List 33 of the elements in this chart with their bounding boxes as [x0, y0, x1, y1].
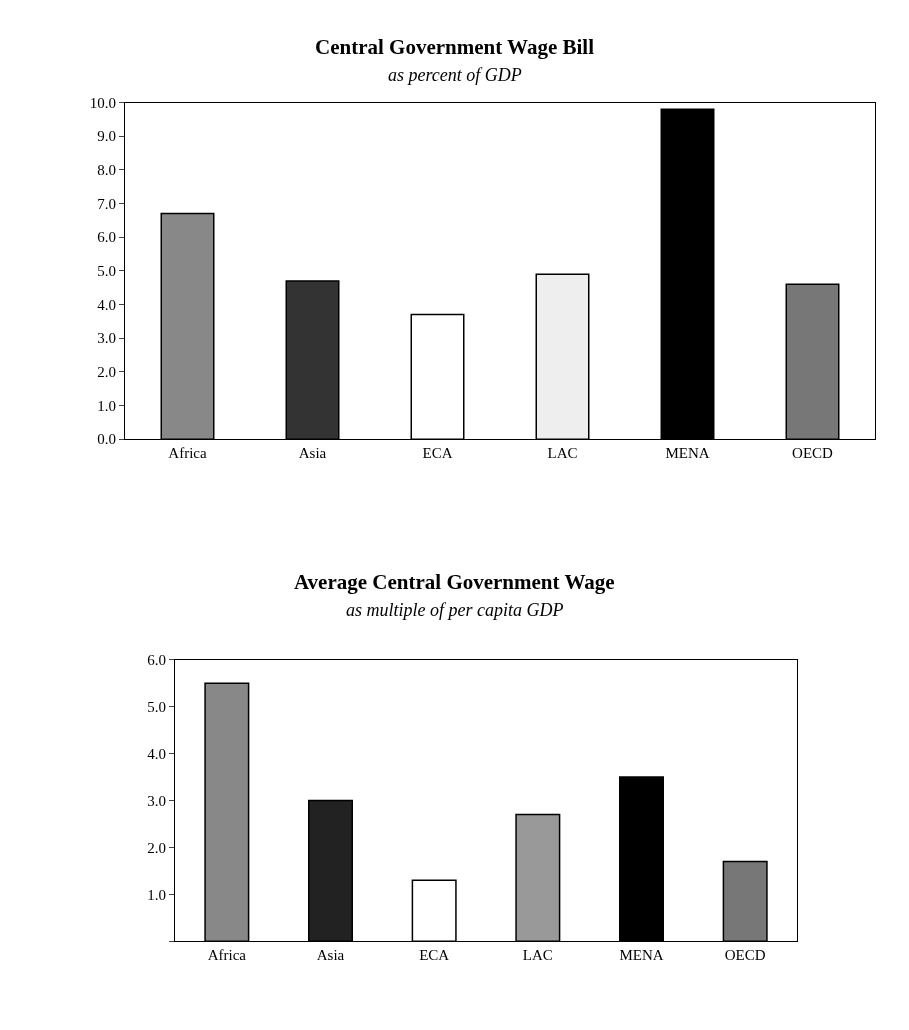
y-tick-label: 7.0	[97, 195, 116, 212]
chart-title: Central Government Wage Bill	[315, 35, 595, 59]
y-tick-label: 3.0	[147, 792, 166, 809]
y-tick-label: 1.0	[97, 397, 116, 414]
chart-title: Average Central Government Wage	[294, 570, 615, 594]
y-tick-label: 5.0	[147, 698, 166, 715]
y-tick-label: 4.0	[97, 296, 116, 313]
chart-subtitle: as multiple of per capita GDP	[346, 600, 564, 620]
x-tick-label: OECD	[724, 947, 766, 964]
chart-subtitle: as percent of GDP	[388, 65, 522, 85]
y-tick-label: 6.0	[97, 229, 116, 246]
x-tick-label: MENA	[665, 445, 710, 462]
x-tick-label: Asia	[298, 445, 327, 462]
y-tick-label: 9.0	[97, 128, 116, 145]
x-tick-label: OECD	[792, 445, 834, 462]
x-tick-label: LAC	[547, 445, 578, 462]
y-tick-label: 0.0	[97, 431, 116, 448]
y-tick-label: 1.0	[147, 886, 166, 903]
x-tick-label: ECA	[419, 947, 450, 964]
y-tick-label: 10.0	[89, 94, 116, 111]
x-tick-label: Asia	[316, 947, 345, 964]
y-tick-label: 4.0	[147, 745, 166, 762]
x-tick-label: ECA	[422, 445, 453, 462]
y-tick-label: 8.0	[97, 162, 116, 179]
x-tick-label: LAC	[522, 947, 553, 964]
y-tick-label: 2.0	[97, 364, 116, 381]
y-tick-label: 6.0	[147, 651, 166, 668]
x-tick-label: Africa	[207, 947, 247, 964]
x-tick-label: MENA	[619, 947, 664, 964]
x-tick-label: Africa	[168, 445, 207, 462]
y-tick-label: 3.0	[97, 330, 116, 347]
y-tick-label: 2.0	[147, 839, 166, 856]
y-tick-label: 5.0	[97, 263, 116, 280]
